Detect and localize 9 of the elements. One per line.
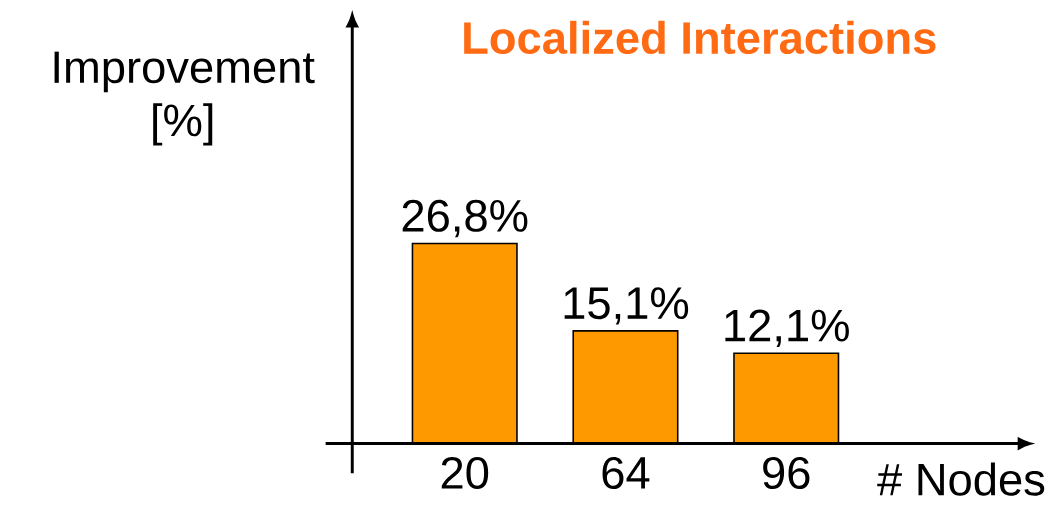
y-axis-title: Improvement [%] — [54, 51, 315, 146]
data-label: 15,1% — [564, 287, 689, 325]
x-axis-title: # Nodes — [877, 462, 1045, 496]
x-tick-label: 96 — [763, 456, 810, 490]
x-tick-label: 64 — [602, 456, 650, 490]
x-tick-label: 20 — [441, 456, 489, 490]
chart-title: Localized Interactions — [464, 20, 936, 55]
data-label: 12,1% — [725, 309, 849, 348]
data-label: 26,8% — [402, 199, 528, 238]
